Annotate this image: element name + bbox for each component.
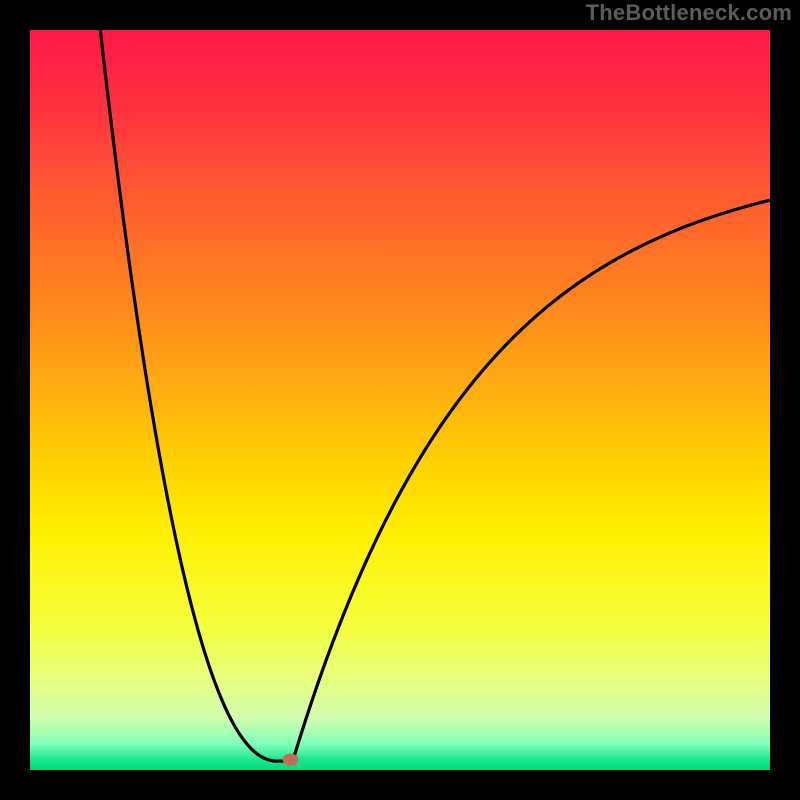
chart-svg (0, 0, 800, 800)
optimum-marker (282, 754, 298, 766)
gradient-background (30, 30, 770, 770)
watermark-text: TheBottleneck.com (586, 0, 792, 26)
